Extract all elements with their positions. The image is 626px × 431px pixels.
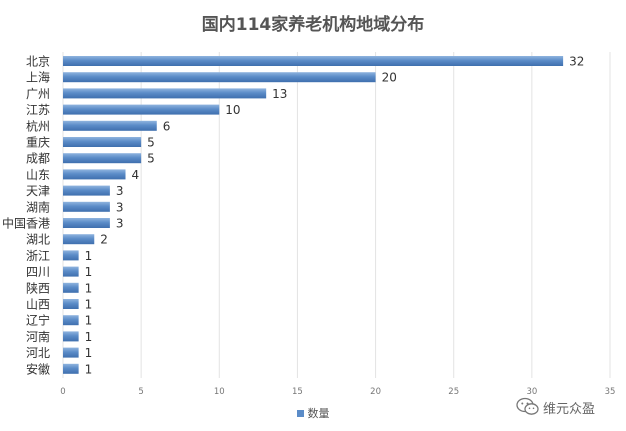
category-label: 河南 (26, 329, 50, 344)
grid-lines (62, 52, 611, 378)
data-label: 1 (85, 249, 93, 263)
bar (63, 250, 79, 261)
bar (63, 72, 376, 83)
category-label: 成都 (26, 152, 50, 166)
data-label: 32 (569, 55, 584, 69)
data-label: 4 (132, 168, 140, 182)
category-labels: 北京上海广州江苏杭州重庆成都山东天津湖南中国香港湖北浙江四川陕西山西辽宁河南河北… (2, 55, 50, 377)
category-label: 重庆 (26, 136, 50, 150)
x-tick-labels: 0 5 10 15 20 25 30 35 (60, 387, 615, 397)
category-label: 四川 (26, 265, 50, 279)
category-label: 北京 (26, 55, 50, 69)
bar (63, 104, 220, 115)
legend-label: 数量 (307, 407, 330, 420)
x-tick-label: 35 (605, 387, 616, 397)
x-tick-label: 30 (526, 387, 537, 397)
data-label: 1 (85, 362, 93, 376)
category-label: 陕西 (26, 280, 50, 295)
data-label: 1 (85, 265, 93, 279)
bar (63, 169, 126, 180)
bar (63, 185, 110, 196)
data-label: 1 (85, 281, 93, 295)
bar (63, 234, 95, 245)
bar (63, 299, 79, 309)
watermark: 维元众盈 (516, 396, 621, 418)
legend: 数量 (0, 405, 626, 421)
bar (63, 347, 79, 358)
category-label: 湖南 (26, 199, 50, 214)
data-label: 1 (85, 298, 93, 312)
bar (63, 331, 79, 342)
data-label: 3 (116, 217, 124, 231)
x-tick-label: 25 (448, 387, 459, 397)
category-label: 江苏 (26, 103, 50, 117)
category-label: 上海 (26, 70, 50, 85)
bar (63, 218, 110, 228)
x-tick-label: 10 (214, 387, 225, 397)
category-label: 天津 (26, 184, 50, 198)
watermark-text: 维元众盈 (543, 402, 596, 417)
data-label: 1 (85, 314, 93, 328)
category-label: 浙江 (26, 249, 50, 263)
data-label: 20 (382, 71, 397, 85)
data-label: 3 (116, 184, 124, 198)
bar (63, 120, 157, 131)
category-label: 山西 (26, 298, 50, 312)
data-label: 5 (147, 136, 155, 150)
data-label: 1 (85, 330, 93, 344)
bar (63, 363, 79, 374)
bar (63, 153, 142, 164)
bar (63, 56, 564, 66)
wechat-icon (516, 397, 539, 415)
category-label: 中国香港 (2, 216, 50, 231)
data-label: 3 (116, 200, 124, 214)
category-label: 河北 (26, 346, 50, 360)
data-label: 6 (163, 119, 171, 133)
x-tick-label: 20 (370, 387, 381, 397)
data-label: 1 (85, 346, 93, 360)
category-label: 广州 (26, 87, 50, 101)
x-tick-label: 0 (60, 387, 65, 397)
bar (63, 137, 142, 147)
bar (63, 266, 79, 277)
category-label: 辽宁 (26, 313, 50, 328)
bars (63, 56, 564, 374)
x-tick-label: 15 (292, 387, 303, 397)
bar (63, 201, 110, 212)
category-label: 山东 (26, 168, 50, 182)
category-label: 杭州 (26, 118, 50, 133)
chart-title: 国内114家养老机构地域分布 (201, 15, 425, 35)
bar (63, 282, 79, 293)
data-label: 2 (100, 233, 108, 247)
x-tick-label: 5 (138, 387, 143, 397)
category-label: 安徽 (26, 361, 50, 376)
bar (63, 88, 267, 99)
data-label: 10 (225, 103, 240, 117)
legend-swatch (296, 409, 304, 417)
data-label: 5 (147, 152, 155, 166)
category-label: 湖北 (26, 232, 50, 247)
bar (63, 315, 79, 326)
data-label: 13 (272, 87, 287, 101)
